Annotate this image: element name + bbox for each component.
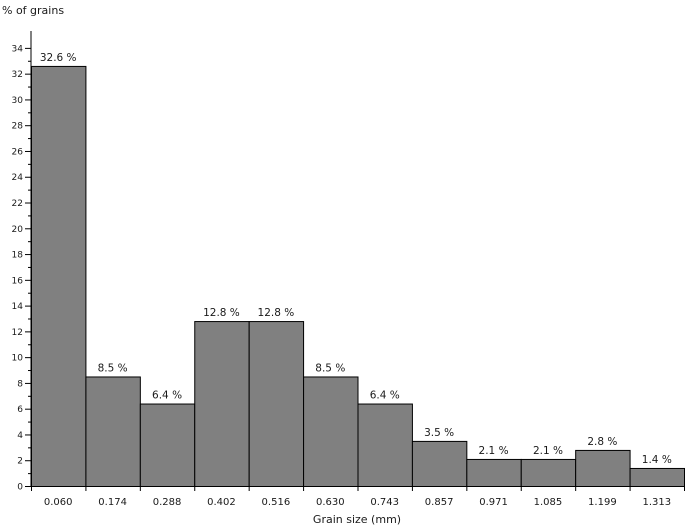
x-tick-label: 0.516: [262, 497, 291, 508]
y-tick-label: 2: [17, 457, 23, 467]
bar-data-label: 2.1 %: [479, 445, 509, 457]
x-tick-label: 0.060: [44, 497, 73, 508]
y-tick-label: 0: [17, 483, 23, 493]
y-tick-label: 20: [12, 225, 24, 235]
bar-data-label: 12.8 %: [258, 307, 295, 319]
bar-data-label: 3.5 %: [424, 427, 454, 439]
y-tick-label: 34: [12, 44, 24, 54]
x-axis-label: Grain size (mm): [313, 513, 401, 526]
y-tick-label: 32: [12, 70, 23, 80]
bar-data-label: 6.4 %: [370, 390, 400, 402]
y-tick-label: 10: [12, 354, 24, 364]
bar: [575, 449, 631, 488]
y-tick-label: 30: [12, 96, 24, 106]
x-tick-label: 0.174: [98, 497, 127, 508]
bar-data-label: 6.4 %: [152, 390, 182, 402]
y-axis-label: % of grains: [2, 4, 64, 17]
bar: [31, 65, 87, 487]
bar: [629, 467, 685, 487]
y-tick-label: 16: [12, 276, 24, 286]
bar-data-label: 8.5 %: [98, 362, 128, 374]
bar: [303, 376, 359, 488]
x-tick-label: 1.199: [588, 497, 617, 508]
y-tick-label: 4: [17, 431, 23, 441]
x-tick-label: 0.743: [370, 497, 399, 508]
bar: [139, 403, 196, 488]
y-tick-label: 14: [12, 302, 24, 312]
x-tick-label: 0.971: [479, 497, 508, 508]
x-tick-label: 0.288: [153, 497, 182, 508]
y-tick-label: 8: [17, 379, 23, 389]
y-tick-label: 28: [12, 122, 24, 132]
x-axis: 0.060 0.174 0.288 0.402 0.516 0.630 0.743 0.857…: [31, 486, 685, 508]
bar: [194, 321, 250, 488]
y-tick-label: 18: [12, 251, 24, 261]
bar: [520, 458, 577, 488]
bar: [85, 376, 141, 488]
bar-data-label: 2.8 %: [587, 436, 617, 448]
x-tick-label: 0.857: [425, 497, 454, 508]
bar-data-label: 8.5 %: [315, 362, 345, 374]
x-tick-label: 0.402: [207, 497, 236, 508]
x-tick-label: 1.313: [642, 497, 671, 508]
bar-data-label: 12.8 %: [203, 307, 240, 319]
bar-data-label: 2.1 %: [533, 445, 563, 457]
y-tick-label: 26: [12, 147, 24, 157]
y-tick-label: 6: [17, 405, 23, 415]
x-tick-label: 1.085: [534, 497, 563, 508]
bars-group: 32.6 % 8.5 % 6.4 % 12.8 % 12.8 % 8.5 % 6.4 % 3.…: [31, 52, 685, 488]
y-tick-label: 12: [12, 328, 23, 338]
bar-data-label: 32.6 %: [40, 52, 77, 64]
bar: [357, 403, 413, 488]
y-tick-label: 22: [12, 199, 23, 209]
bar-data-label: 1.4 %: [642, 454, 672, 466]
y-tick-label: 24: [12, 173, 24, 183]
bar: [411, 440, 468, 487]
bar: [248, 321, 305, 488]
bar: [466, 458, 522, 488]
x-tick-label: 0.630: [316, 497, 345, 508]
